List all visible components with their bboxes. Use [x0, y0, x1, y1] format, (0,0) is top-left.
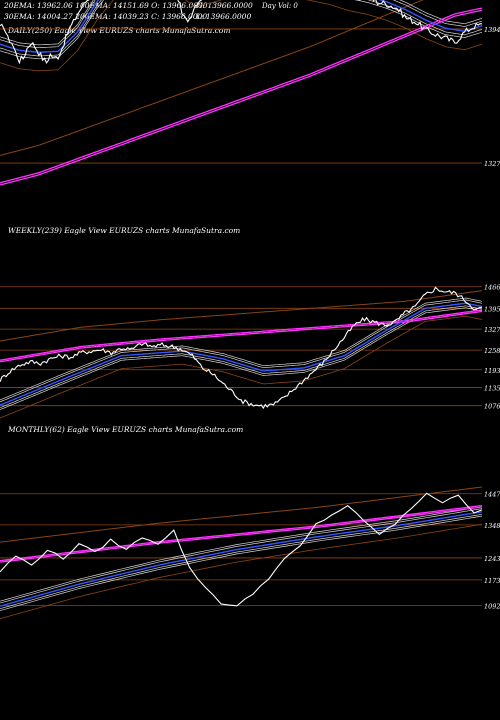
ema200-line-upper: [0, 7, 483, 184]
level-label: 13946: [484, 26, 500, 34]
price-line: [0, 492, 483, 607]
brown-band-lower: [0, 523, 483, 620]
brown-band-upper: [0, 290, 483, 342]
ema200-line: [0, 9, 483, 186]
price-line: [0, 0, 483, 65]
level-label: 10920: [484, 603, 500, 611]
level-label: 12583: [484, 347, 500, 355]
level-label: 13953: [484, 305, 500, 313]
ema-envelope-line: [0, 307, 483, 411]
weekly-panel: 14660 13953 13271 12583 11938 11356 10761: [0, 284, 500, 419]
level-label: 13279: [484, 160, 500, 168]
ema200-line-upper: [0, 309, 483, 361]
level-label: 14473: [484, 491, 500, 499]
ema-envelope-line: [0, 513, 483, 610]
brown-band-lower: [0, 0, 483, 72]
panel-title-daily: DAILY(250) Eagle View EURUZS charts Muna…: [7, 26, 230, 35]
ema-envelope-line: [0, 506, 483, 602]
header-low: L: 13966.0000: [195, 12, 251, 21]
ema-envelope-line: [0, 0, 483, 46]
level-label: 11938: [484, 367, 500, 375]
ema20-line: [0, 0, 483, 54]
price-line: [0, 286, 483, 410]
header-vol-tag: Day Vol: 0: [261, 2, 298, 10]
level-label: 10761: [484, 403, 500, 411]
ema200-line-upper: [0, 504, 483, 562]
ema20-line: [0, 511, 483, 607]
ema-envelope-line: [0, 0, 483, 49]
level-label: 12433: [484, 555, 500, 563]
header-line-1: 20EMA: 13962.06 100EMA: 14151.69 O: 1396…: [3, 1, 208, 10]
header-high: H: 13966.0000: [195, 1, 253, 10]
monthly-panel: 14473 13484 12433 11736 10920: [0, 486, 500, 620]
level-label: 14660: [484, 284, 500, 292]
brown-band-lower: [0, 315, 483, 419]
ema-envelope-line: [0, 515, 483, 611]
level-label: 13271: [484, 326, 500, 334]
panel-title-weekly: WEEKLY(239) Eagle View EURUZS charts Mun…: [8, 226, 240, 235]
daily-panel: 13946 13279: [0, 0, 500, 186]
header-line-2: 30EMA: 14004.27 200EMA: 14039.23 C: 1396…: [4, 12, 207, 21]
level-label: 13484: [484, 522, 500, 530]
ema-envelope-line: [0, 297, 483, 401]
brown-band-upper: [0, 486, 483, 543]
ema-envelope-line: [0, 305, 483, 409]
level-label: 11736: [484, 577, 500, 585]
level-label: 11356: [484, 385, 500, 393]
panel-title-monthly: MONTHLY(62) Eagle View EURUZS charts Mun…: [7, 425, 243, 434]
ema20-line: [0, 302, 483, 406]
ema-envelope-line: [0, 508, 483, 604]
ema-envelope-line: [0, 299, 483, 403]
